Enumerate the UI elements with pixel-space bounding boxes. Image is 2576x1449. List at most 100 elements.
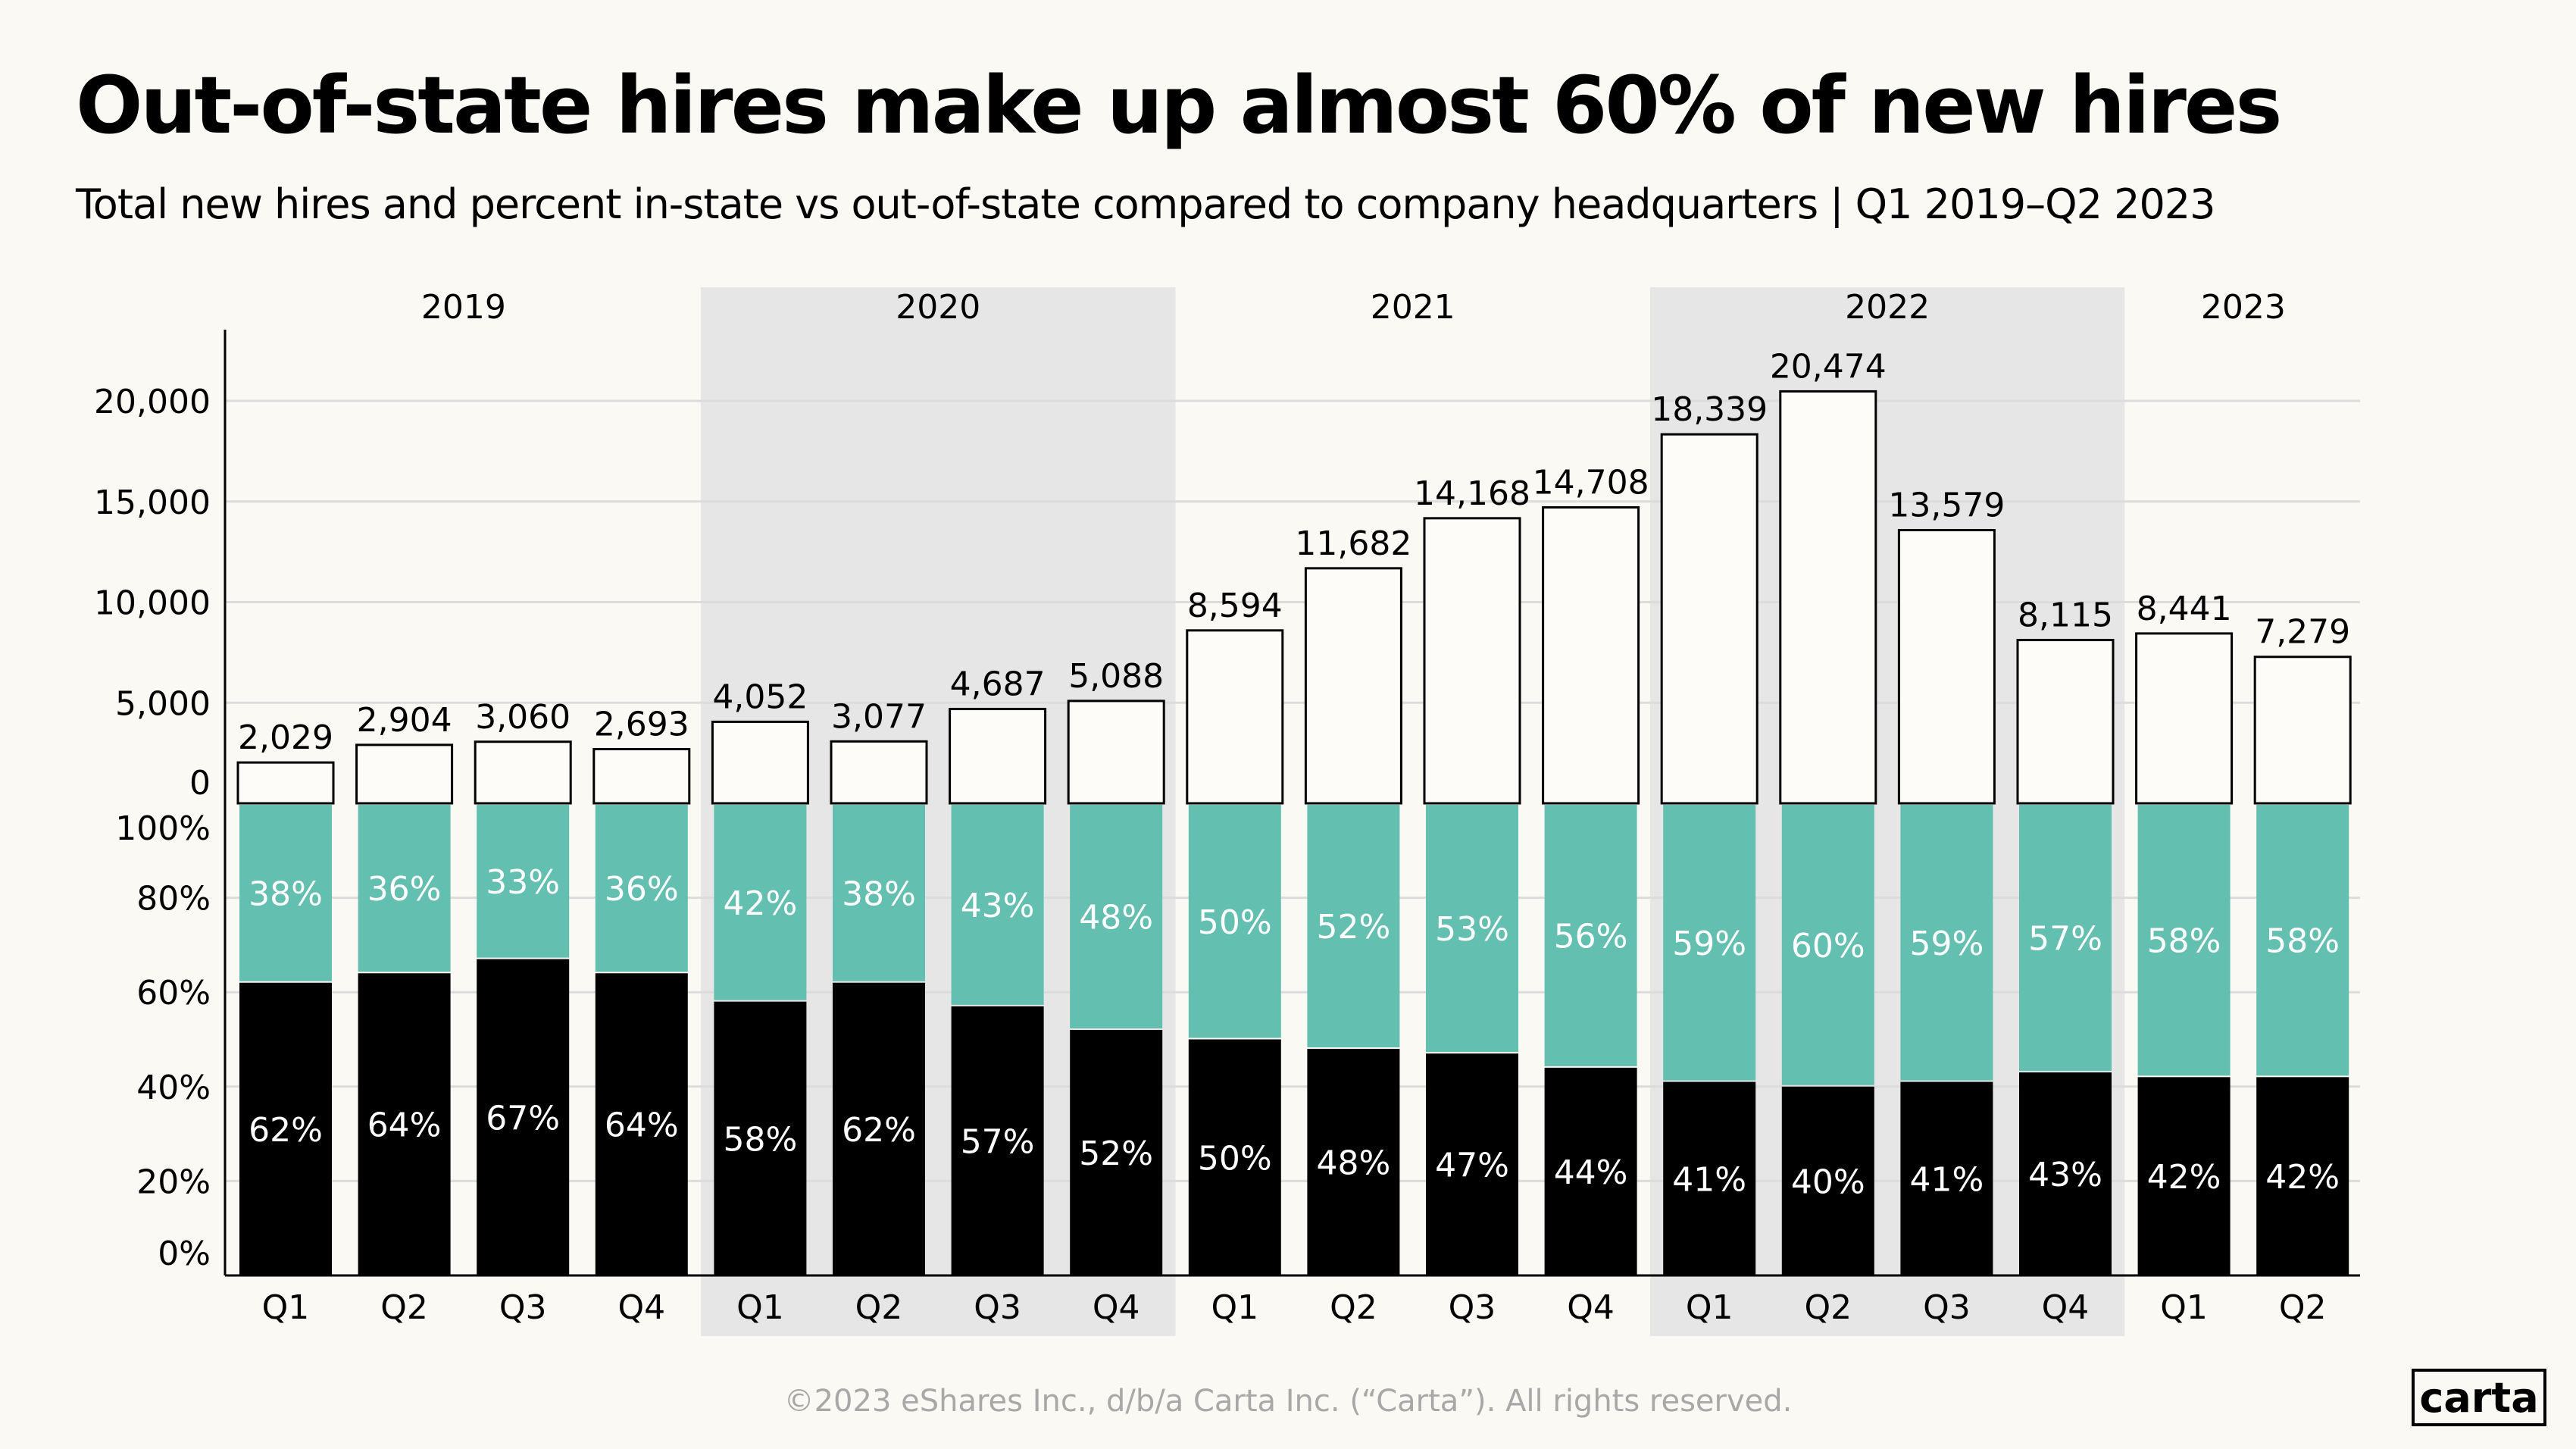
y-tick-label: 20,000 [94, 383, 211, 421]
x-tick-label: Q4 [1093, 1288, 1140, 1327]
total-hires-bar [1779, 390, 1877, 805]
y-tick-label: 80% [136, 880, 211, 919]
x-tick-label: Q3 [1449, 1288, 1496, 1327]
in-state-segment [358, 973, 451, 1275]
total-hires-bar [1660, 433, 1758, 805]
x-tick-label: Q1 [262, 1288, 310, 1327]
out-of-state-segment [1900, 805, 1993, 1081]
in-state-percent-label: 41% [1672, 1160, 1746, 1199]
x-tick-label: Q1 [1211, 1288, 1258, 1327]
out-of-state-segment [833, 805, 925, 981]
total-hires-bar [830, 740, 928, 805]
out-of-state-percent-label: 58% [2265, 922, 2340, 961]
out-of-state-percent-label: 57% [2028, 920, 2102, 959]
in-state-percent-label: 44% [1554, 1153, 1628, 1192]
out-of-state-segment [2256, 805, 2349, 1076]
y-tick-label: 60% [136, 974, 211, 1012]
in-state-segment [1900, 1081, 1993, 1275]
y-tick-label: 0 [189, 764, 211, 803]
out-of-state-percent-label: 52% [1317, 908, 1391, 947]
copyright-footer: ©2023 eShares Inc., d/b/a Carta Inc. (“C… [783, 1384, 1793, 1419]
in-state-percent-label: 40% [1791, 1163, 1865, 1201]
total-data-label: 5,088 [1068, 657, 1164, 696]
in-state-percent-label: 64% [605, 1106, 679, 1145]
in-state-percent-label: 67% [486, 1099, 560, 1138]
out-of-state-segment [1426, 805, 1518, 1053]
total-hires-bar [711, 720, 809, 805]
out-of-state-percent-label: 38% [249, 875, 323, 913]
in-state-percent-label: 42% [2147, 1158, 2221, 1197]
in-state-percent-label: 64% [367, 1106, 442, 1145]
total-hires-bar [355, 743, 454, 805]
out-of-state-percent-label: 56% [1554, 917, 1628, 956]
out-of-state-segment [951, 805, 1044, 1005]
x-tick-label: Q4 [617, 1288, 665, 1327]
chart-title: Out-of-state hires make up almost 60% of… [76, 59, 2282, 152]
total-data-label: 8,441 [2137, 590, 2232, 628]
total-data-label: 2,693 [594, 706, 689, 744]
total-data-label: 4,687 [950, 665, 1046, 704]
in-state-segment [2137, 1077, 2231, 1275]
total-data-label: 20,474 [1770, 347, 1887, 386]
out-of-state-segment [2137, 805, 2231, 1076]
total-hires-bar [1897, 528, 1996, 805]
out-of-state-segment [2019, 805, 2112, 1072]
x-tick-label: Q1 [2160, 1288, 2208, 1327]
in-state-percent-label: 52% [1079, 1134, 1153, 1173]
x-tick-label: Q2 [1804, 1288, 1852, 1327]
out-of-state-segment [239, 805, 332, 981]
in-state-percent-label: 42% [2265, 1158, 2340, 1197]
in-state-percent-label: 62% [249, 1111, 323, 1150]
x-tick-label: Q2 [855, 1288, 903, 1327]
year-label: 2023 [2201, 288, 2286, 327]
out-of-state-segment [1544, 805, 1637, 1066]
carta-logo: carta [2412, 1369, 2546, 1426]
y-tick-label: 40% [136, 1069, 211, 1107]
in-state-segment [477, 959, 570, 1275]
y-tick-label: 5,000 [115, 684, 211, 723]
year-label: 2020 [896, 288, 980, 327]
out-of-state-percent-label: 33% [486, 863, 560, 902]
out-of-state-segment [1307, 805, 1400, 1047]
out-of-state-segment [595, 805, 688, 972]
total-hires-bar [236, 761, 335, 805]
out-of-state-segment [1070, 805, 1163, 1029]
total-data-label: 8,115 [2018, 596, 2113, 635]
in-state-segment [1070, 1030, 1163, 1275]
year-label: 2021 [1371, 288, 1455, 327]
in-state-segment [2256, 1077, 2349, 1275]
total-data-label: 3,060 [475, 698, 571, 737]
y-tick-label: 20% [136, 1163, 211, 1201]
total-hires-bar [1542, 506, 1640, 805]
x-tick-label: Q3 [974, 1288, 1021, 1327]
in-state-percent-label: 50% [1198, 1139, 1272, 1178]
chart-subtitle: Total new hires and percent in-state vs … [76, 180, 2216, 228]
total-data-label: 11,682 [1295, 524, 1411, 563]
out-of-state-segment [1188, 805, 1281, 1038]
out-of-state-segment [1663, 805, 1756, 1081]
out-of-state-percent-label: 36% [605, 870, 679, 909]
x-tick-label: Q4 [1567, 1288, 1615, 1327]
in-state-percent-label: 57% [961, 1122, 1035, 1161]
in-state-segment [1426, 1053, 1518, 1275]
x-tick-label: Q3 [499, 1288, 547, 1327]
year-label: 2022 [1845, 288, 1930, 327]
y-tick-label: 0% [158, 1235, 211, 1273]
total-hires-bar [1067, 699, 1165, 805]
in-state-percent-label: 58% [724, 1120, 798, 1159]
in-state-segment [1307, 1048, 1400, 1275]
total-data-label: 2,029 [238, 718, 333, 757]
total-data-label: 7,279 [2255, 613, 2350, 652]
in-state-percent-label: 47% [1435, 1147, 1509, 1185]
in-state-percent-label: 48% [1317, 1144, 1391, 1182]
in-state-segment [1663, 1081, 1756, 1275]
x-tick-label: Q2 [380, 1288, 428, 1327]
total-data-label: 2,904 [357, 701, 452, 740]
in-state-segment [1188, 1039, 1281, 1275]
total-hires-bar [1423, 517, 1521, 805]
total-hires-bar [1186, 629, 1284, 805]
in-state-segment [595, 973, 688, 1275]
out-of-state-percent-label: 53% [1435, 910, 1509, 949]
out-of-state-segment [477, 805, 570, 958]
